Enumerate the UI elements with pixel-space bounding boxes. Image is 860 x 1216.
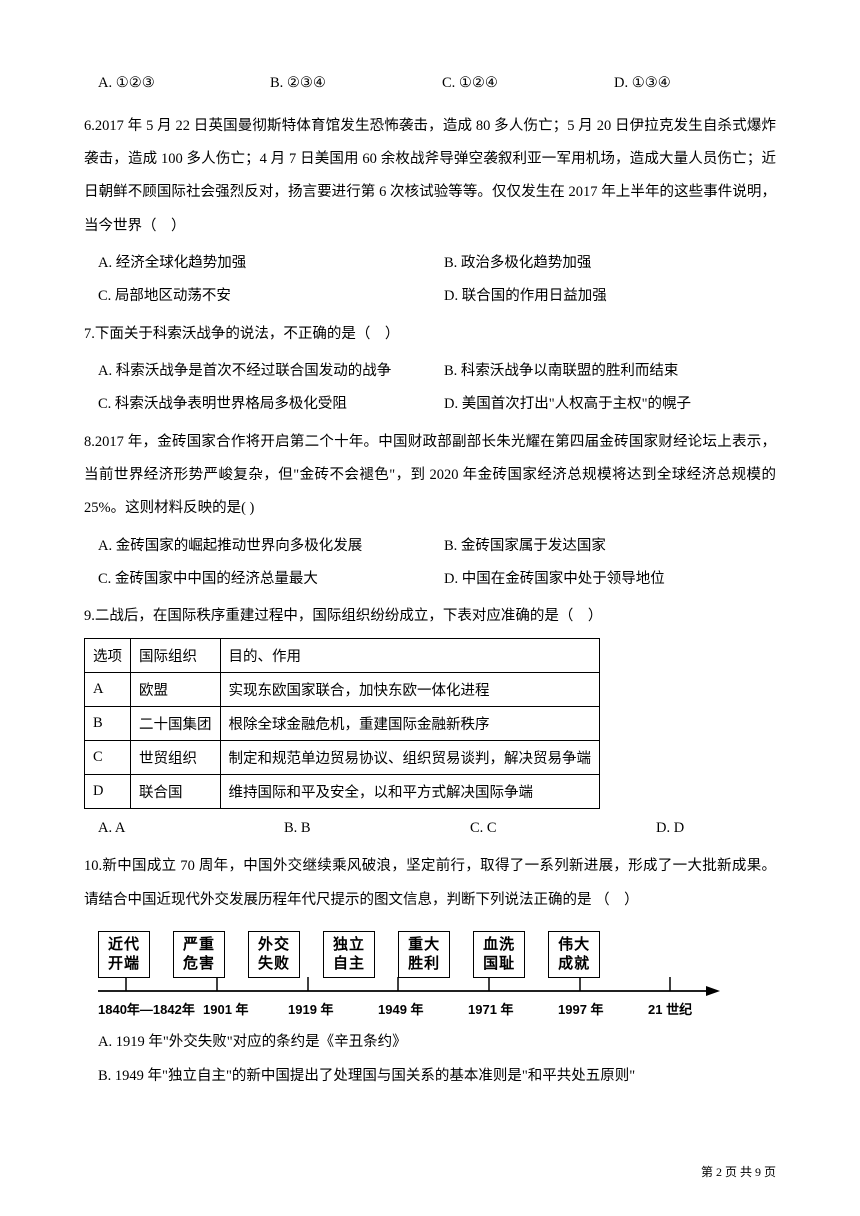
table-row: D 联合国 维持国际和平及安全，以和平方式解决国际争端 xyxy=(85,774,600,808)
page-footer: 第 2 页 共 9 页 xyxy=(701,1163,776,1180)
q9-cell: 世贸组织 xyxy=(131,740,221,774)
timeline-boxes: 近代 开端 严重 危害 外交 失败 独立 自主 重大 胜利 血洗 国耻 xyxy=(98,931,776,979)
q5-option-b: B. ②③④ xyxy=(270,70,442,98)
timeline-box-line2: 危害 xyxy=(183,955,215,974)
q5-option-c: C. ①②④ xyxy=(442,70,614,98)
q8-option-c: C. 金砖国家中中国的经济总量最大 xyxy=(84,563,430,596)
q9-cell: 二十国集团 xyxy=(131,706,221,740)
timeline-label: 1997 年 xyxy=(558,999,648,1018)
q8-text: 8.2017 年，金砖国家合作将开启第二个十年。中国财政部副部长朱光耀在第四届金… xyxy=(84,426,776,526)
timeline-box-line2: 国耻 xyxy=(483,955,515,974)
timeline-box: 严重 危害 xyxy=(173,931,225,979)
q6-option-a: A. 经济全球化趋势加强 xyxy=(84,247,430,280)
timeline-label: 21 世纪 xyxy=(648,999,692,1018)
q9-option-d: D. D xyxy=(642,815,684,843)
q9-header-2: 目的、作用 xyxy=(220,638,600,672)
timeline-box: 伟大 成就 xyxy=(548,931,600,979)
q8-option-a: A. 金砖国家的崛起推动世界向多极化发展 xyxy=(84,530,430,563)
timeline-box-line1: 独立 xyxy=(333,936,365,955)
q9-header-1: 国际组织 xyxy=(131,638,221,672)
q8-options: A. 金砖国家的崛起推动世界向多极化发展 B. 金砖国家属于发达国家 C. 金砖… xyxy=(84,530,776,597)
timeline-box: 重大 胜利 xyxy=(398,931,450,979)
timeline-label: 1919 年 xyxy=(288,999,378,1018)
q9-option-c: C. C xyxy=(456,815,642,843)
q6-option-b: B. 政治多极化趋势加强 xyxy=(430,247,776,280)
timeline-box: 近代 开端 xyxy=(98,931,150,979)
timeline-box-line2: 成就 xyxy=(558,955,590,974)
timeline-label: 1840年—1842年 xyxy=(98,999,203,1018)
q7-options: A. 科索沃战争是首次不经过联合国发动的战争 B. 科索沃战争以南联盟的胜利而结… xyxy=(84,355,776,422)
q10-option-b: B. 1949 年"独立自主"的新中国提出了处理国与国关系的基本准则是"和平共处… xyxy=(84,1060,776,1093)
q7-option-b: B. 科索沃战争以南联盟的胜利而结束 xyxy=(430,355,776,388)
q5-option-a: A. ①②③ xyxy=(84,70,270,98)
timeline-box: 外交 失败 xyxy=(248,931,300,979)
timeline-box-line1: 近代 xyxy=(108,936,140,955)
timeline-box-line2: 失败 xyxy=(258,955,290,974)
timeline-box-line2: 自主 xyxy=(333,955,365,974)
table-row: A 欧盟 实现东欧国家联合，加快东欧一体化进程 xyxy=(85,672,600,706)
q9-cell: A xyxy=(85,672,131,706)
q6-option-c: C. 局部地区动荡不安 xyxy=(84,280,430,313)
q9-table: 选项 国际组织 目的、作用 A 欧盟 实现东欧国家联合，加快东欧一体化进程 B … xyxy=(84,638,600,809)
timeline-axis xyxy=(98,977,728,997)
q6-text: 6.2017 年 5 月 22 日英国曼彻斯特体育馆发生恐怖袭击，造成 80 多… xyxy=(84,110,776,243)
q9-cell: 维持国际和平及安全，以和平方式解决国际争端 xyxy=(220,774,600,808)
q7-option-a: A. 科索沃战争是首次不经过联合国发动的战争 xyxy=(84,355,430,388)
q9-cell: 制定和规范单边贸易协议、组织贸易谈判，解决贸易争端 xyxy=(220,740,600,774)
q10-text: 10.新中国成立 70 周年，中国外交继续乘风破浪，坚定前行，取得了一系列新进展… xyxy=(84,850,776,917)
timeline-label: 1971 年 xyxy=(468,999,558,1018)
q9-option-a: A. A xyxy=(84,815,270,843)
q7-option-d: D. 美国首次打出"人权高于主权"的幌子 xyxy=(430,388,776,421)
timeline-box-line1: 严重 xyxy=(183,936,215,955)
timeline-box: 独立 自主 xyxy=(323,931,375,979)
q9-text: 9.二战后，在国际秩序重建过程中，国际组织纷纷成立，下表对应准确的是（ ） xyxy=(84,600,776,633)
timeline-label: 1901 年 xyxy=(203,999,288,1018)
q7-text: 7.下面关于科索沃战争的说法，不正确的是（ ） xyxy=(84,318,776,351)
q9-cell: 实现东欧国家联合，加快东欧一体化进程 xyxy=(220,672,600,706)
table-row: B 二十国集团 根除全球金融危机，重建国际金融新秩序 xyxy=(85,706,600,740)
timeline-labels: 1840年—1842年 1901 年 1919 年 1949 年 1971 年 … xyxy=(98,999,776,1018)
q9-cell: B xyxy=(85,706,131,740)
q8-option-d: D. 中国在金砖国家中处于领导地位 xyxy=(430,563,776,596)
q5-options: A. ①②③ B. ②③④ C. ①②④ D. ①③④ xyxy=(84,70,776,98)
q9-cell: 欧盟 xyxy=(131,672,221,706)
q9-cell: 根除全球金融危机，重建国际金融新秩序 xyxy=(220,706,600,740)
timeline-box-line1: 外交 xyxy=(258,936,290,955)
table-row: 选项 国际组织 目的、作用 xyxy=(85,638,600,672)
timeline-box-line1: 重大 xyxy=(408,936,440,955)
timeline-box-line2: 开端 xyxy=(108,955,140,974)
q5-option-d: D. ①③④ xyxy=(614,70,671,98)
q7-option-c: C. 科索沃战争表明世界格局多极化受阻 xyxy=(84,388,430,421)
q9-cell: C xyxy=(85,740,131,774)
q8-option-b: B. 金砖国家属于发达国家 xyxy=(430,530,776,563)
q10-option-a: A. 1919 年"外交失败"对应的条约是《辛丑条约》 xyxy=(84,1026,776,1059)
timeline-box-line1: 伟大 xyxy=(558,936,590,955)
timeline-box: 血洗 国耻 xyxy=(473,931,525,979)
q9-options: A. A B. B C. C D. D xyxy=(84,815,776,843)
q9-cell: D xyxy=(85,774,131,808)
q6-option-d: D. 联合国的作用日益加强 xyxy=(430,280,776,313)
timeline-box-line2: 胜利 xyxy=(408,955,440,974)
q9-header-0: 选项 xyxy=(85,638,131,672)
timeline-label: 1949 年 xyxy=(378,999,468,1018)
timeline-box-line1: 血洗 xyxy=(483,936,515,955)
q9-option-b: B. B xyxy=(270,815,456,843)
q9-cell: 联合国 xyxy=(131,774,221,808)
q10-timeline: 近代 开端 严重 危害 外交 失败 独立 自主 重大 胜利 血洗 国耻 xyxy=(98,931,776,1019)
q6-options: A. 经济全球化趋势加强 B. 政治多极化趋势加强 C. 局部地区动荡不安 D.… xyxy=(84,247,776,314)
table-row: C 世贸组织 制定和规范单边贸易协议、组织贸易谈判，解决贸易争端 xyxy=(85,740,600,774)
